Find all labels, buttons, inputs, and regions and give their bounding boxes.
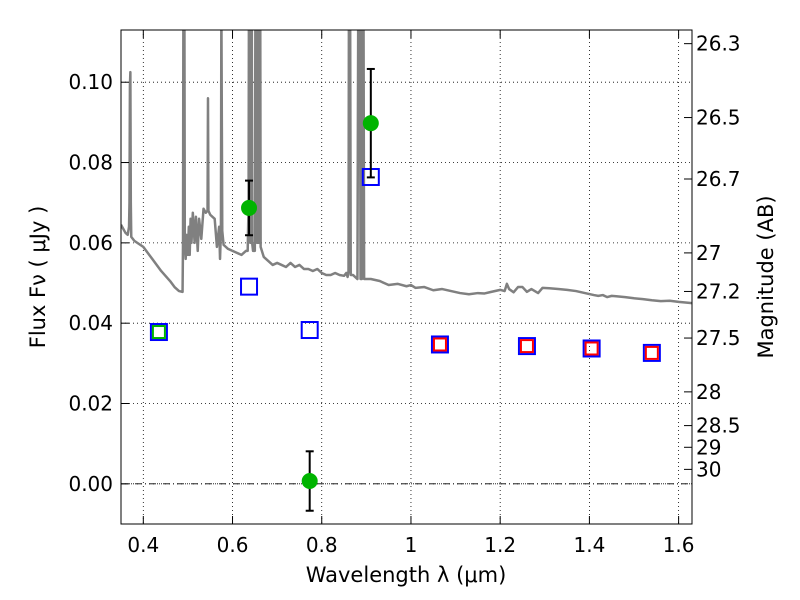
- y-axis-label: Flux Fν ( μJy ): [26, 206, 50, 349]
- y-tick-label: 0.08: [68, 151, 113, 175]
- observed-flux-point: [362, 115, 379, 132]
- y2-tick-label: 28: [696, 380, 721, 404]
- x-tick-label: 0.8: [306, 533, 338, 557]
- y2-tick-label: 27.2: [696, 279, 741, 303]
- x-tick-label: 0.6: [217, 533, 249, 557]
- marker-layer: [149, 67, 661, 512]
- y2-tick-label: 27: [696, 241, 721, 265]
- model-square-blue: [517, 337, 536, 356]
- y2-tick-label: 28.5: [696, 414, 741, 438]
- model-square-blue: [300, 321, 319, 340]
- model-square-green: [151, 325, 166, 340]
- observed-flux-point: [301, 473, 318, 490]
- model-square-red: [432, 337, 447, 352]
- model-square-blue: [240, 277, 259, 296]
- x-tick-label: 1: [405, 533, 418, 557]
- model-square-blue: [149, 323, 168, 342]
- model-square-red: [644, 345, 659, 360]
- model-square-blue: [582, 339, 601, 358]
- x-tick-label: 1.2: [484, 533, 516, 557]
- plot-area: [121, 30, 692, 305]
- y-tick-label: 0.10: [68, 70, 113, 94]
- tick-layer: 0.4 0.6 0.8 1 1.2 1.4 1.6 0.00 0.02 0.04 0.06 0.08 0…: [68, 30, 741, 557]
- plot-frame: [120, 29, 693, 525]
- y2-tick-label: 30: [696, 457, 721, 481]
- y-tick-label: 0.00: [68, 472, 113, 496]
- y2-tick-label: 26.3: [696, 32, 741, 56]
- y2-tick-label: 26.7: [696, 167, 741, 191]
- y-tick-label: 0.06: [68, 231, 113, 255]
- y2-tick-label: 26.5: [696, 106, 741, 130]
- x-tick-label: 0.4: [127, 533, 159, 557]
- x-tick-label: 1.6: [663, 533, 695, 557]
- grid-layer: [121, 30, 692, 524]
- y2-axis-label: Magnitude (AB): [754, 195, 778, 358]
- y2-tick-label: 27.5: [696, 326, 741, 350]
- model-square-red: [584, 341, 599, 356]
- y-tick-label: 0.02: [68, 392, 113, 416]
- y-tick-label: 0.04: [68, 311, 113, 335]
- model-square-blue: [430, 335, 449, 354]
- y2-tick-label: 29: [696, 435, 721, 459]
- model-square-red: [519, 339, 534, 354]
- observed-flux-point: [241, 199, 258, 216]
- x-tick-label: 1.4: [573, 533, 605, 557]
- model-square-blue: [642, 343, 661, 362]
- x-axis-label: Wavelength λ (μm): [306, 563, 507, 587]
- template-spectrum-line: [121, 30, 692, 305]
